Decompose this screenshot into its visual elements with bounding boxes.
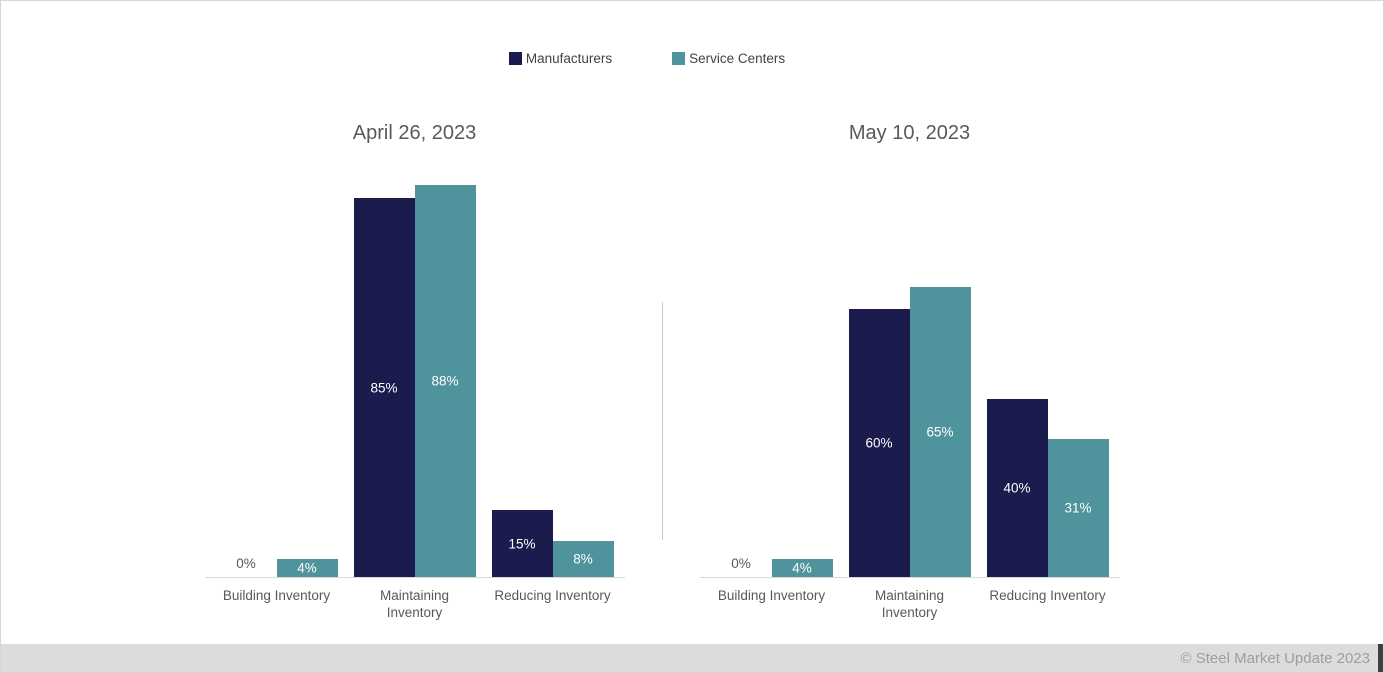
bar-value-label: 65% xyxy=(926,424,954,440)
copyright-text: © Steel Market Update 2023 xyxy=(1180,649,1371,667)
bar-service-centers-building-inventory: 4% xyxy=(276,559,338,577)
legend-item-manufacturers: Manufacturers xyxy=(508,51,613,66)
bar-value-label: 85% xyxy=(370,380,398,395)
bar-service-centers-building-inventory: 4% xyxy=(771,559,833,577)
bar-value-label: 0% xyxy=(236,556,256,571)
bars-container: 0% 4% 60% 65% 40% 31% xyxy=(700,287,1120,577)
bar-value-label: 0% xyxy=(731,556,751,571)
bar-service-centers-reducing-inventory: 8% xyxy=(552,541,614,577)
chart-may-10-2023: May 10, 2023 0% 4% 60% 65% 40% 31% Building I… xyxy=(699,122,1120,621)
bars-container: 0% 4% 85% 88% 15% 8% xyxy=(205,185,625,577)
bar-value-label: 15% xyxy=(508,536,536,551)
chart-title: April 26, 2023 xyxy=(352,122,477,144)
x-axis-labels: Building Inventory Maintaining Inventory… xyxy=(700,578,1120,621)
x-label-maintaining-inventory: Maintaining Inventory xyxy=(874,588,945,620)
chart-divider-line xyxy=(661,302,663,540)
bar-service-centers-maintaining-inventory: 65% xyxy=(909,287,971,577)
legend-label-service-centers: Service Centers xyxy=(689,51,786,66)
bar-group-reducing-inventory: 40% 31% xyxy=(986,399,1109,577)
bar-service-centers-maintaining-inventory: 88% xyxy=(414,185,476,577)
x-label-reducing-inventory: Reducing Inventory xyxy=(494,588,611,603)
chart-legend: Manufacturers Service Centers xyxy=(1,51,1383,66)
bar-value-label: 4% xyxy=(792,560,812,576)
charts-row: April 26, 2023 0% 4% 85% 88% 15% 8% Building … xyxy=(1,122,1383,621)
bar-manufacturers-reducing-inventory: 15% xyxy=(491,510,553,577)
bar-value-label: 88% xyxy=(431,373,459,389)
bar-group-maintaining-inventory: 60% 65% xyxy=(848,287,971,577)
bar-value-label: 8% xyxy=(573,551,593,567)
bar-group-maintaining-inventory: 85% 88% xyxy=(353,185,476,577)
bar-group-building-inventory: 0% 4% xyxy=(711,556,833,577)
chart-title: May 10, 2023 xyxy=(848,122,971,144)
legend-item-service-centers: Service Centers xyxy=(672,51,785,66)
bar-value-label: 31% xyxy=(1064,500,1092,516)
footer-edge-bar xyxy=(1378,644,1383,672)
bar-manufacturers-maintaining-inventory: 60% xyxy=(848,309,910,577)
manufacturers-swatch-icon xyxy=(508,52,522,65)
footer: © Steel Market Update 2023 xyxy=(1,644,1383,672)
bar-manufacturers-reducing-inventory: 40% xyxy=(986,399,1048,577)
x-label-building-inventory: Building Inventory xyxy=(717,588,826,603)
bar-service-centers-reducing-inventory: 31% xyxy=(1047,439,1109,577)
legend-label-manufacturers: Manufacturers xyxy=(525,51,613,66)
bar-value-label: 4% xyxy=(297,560,317,576)
bar-manufacturers-maintaining-inventory: 85% xyxy=(353,198,415,577)
bar-group-building-inventory: 0% 4% xyxy=(216,556,338,577)
bar-value-label: 60% xyxy=(865,435,893,451)
bar-value-label: 40% xyxy=(1003,480,1031,496)
x-label-reducing-inventory: Reducing Inventory xyxy=(989,588,1106,603)
plot-area: 0% 4% 60% 65% 40% 31% xyxy=(699,160,1120,578)
chart-april-26-2023: April 26, 2023 0% 4% 85% 88% 15% 8% Building … xyxy=(204,122,625,621)
x-axis-labels: Building Inventory Maintaining Inventory… xyxy=(205,578,625,621)
service-centers-swatch-icon xyxy=(672,52,686,65)
x-label-maintaining-inventory: Maintaining Inventory xyxy=(379,588,450,620)
x-label-building-inventory: Building Inventory xyxy=(222,588,331,603)
bar-group-reducing-inventory: 15% 8% xyxy=(491,510,614,577)
plot-area: 0% 4% 85% 88% 15% 8% xyxy=(204,160,625,578)
